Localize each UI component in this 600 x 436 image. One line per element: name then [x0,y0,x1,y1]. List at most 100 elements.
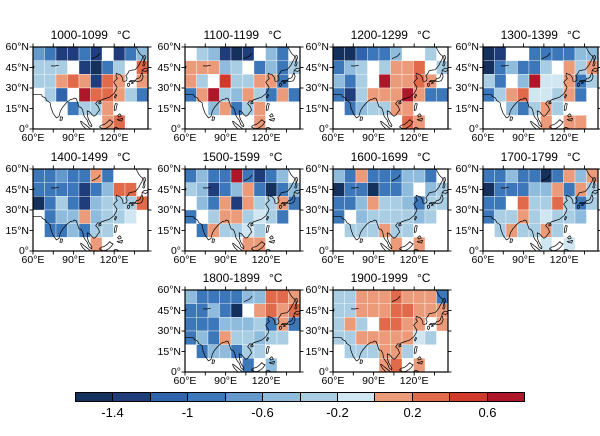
heatmap-cell [230,46,243,61]
heatmap-cell [55,60,68,75]
heatmap-cell [67,196,80,211]
heatmap-cell [528,196,541,211]
heatmap-cell [207,168,220,183]
y-axis-tick-label: 0° [318,366,329,378]
heatmap-cell [540,196,553,211]
heatmap-cell [344,196,357,211]
heatmap-cell [390,209,403,224]
panel-unit-label: °C [116,28,131,42]
heatmap-cell [253,74,266,89]
heatmap-cells [32,168,149,252]
x-axis-tick-label: 90°E [362,254,386,266]
heatmap-cell [113,46,126,61]
heatmap-cell [367,196,380,211]
heatmap-cell [586,60,599,75]
heatmap-cell [367,303,380,318]
heatmap-cell [505,87,518,102]
heatmap-cell [78,209,91,224]
y-axis-tick-label: 15°N [305,345,329,358]
heatmap-cell [184,74,197,89]
heatmap-cell [90,74,103,89]
heatmap-cell [253,209,266,224]
heatmap-cell [424,303,437,318]
heatmap-cell [517,196,530,211]
y-axis-tick-label: 60°N [305,163,329,175]
heatmap-cells [332,168,449,252]
heatmap-cell [563,46,576,61]
heatmap-cell [230,74,243,89]
heatmap-cell [242,358,255,373]
x-axis-tick-label: 120°E [399,132,429,144]
heatmap-cell [32,168,45,183]
heatmap-cell [344,46,357,61]
colorbar-tick-label: -1.4 [101,405,124,420]
heatmap-cell [378,303,391,318]
map-panel-1600-1699 [329,165,452,255]
heatmap-cell [78,46,91,61]
heatmap-cell [196,168,209,183]
heatmap-cells [332,289,449,373]
heatmap-cell [101,87,114,102]
heatmap-cell [390,358,403,373]
x-axis-tick-label: 90°E [214,375,238,387]
colorbar-segment [412,393,451,401]
heatmap-cell [528,60,541,75]
heatmap-cell [55,46,68,61]
heatmap-cell [67,168,80,183]
heatmap-cell [378,101,391,116]
heatmap-cell [517,87,530,102]
panel-unit-label: °C [416,271,431,285]
heatmap-cell [401,74,414,89]
heatmap-cell [253,289,266,304]
heatmap-cell [401,182,414,197]
heatmap-cell [551,101,564,116]
heatmap-cell [586,182,599,197]
heatmap-cell [563,182,576,197]
heatmap-cell [551,87,564,102]
heatmap-cell [230,223,243,238]
colorbar-segment [263,393,301,401]
heatmap-cell [563,168,576,183]
heatmap-cell [78,168,91,183]
heatmap-cell [207,87,220,102]
heatmap-cell [528,223,541,238]
y-axis-tick-label: 30°N [455,82,479,94]
heatmap-cell [574,168,587,183]
heatmap-cell [355,87,368,102]
y-axis-tick-label: 15°N [157,345,181,358]
y-axis-tick-label: 15°N [455,224,479,237]
panel-unit-label: °C [268,28,282,42]
heatmap-cells [184,289,301,373]
y-axis-tick-label: 0° [170,366,181,378]
x-axis-tick-label: 60°E [321,254,345,266]
coastline [483,47,598,129]
x-axis-tick-label: 90°E [362,375,386,387]
heatmap-cell [253,196,266,211]
heatmap-cell [184,289,197,304]
heatmap-cell [78,74,91,89]
colorbar-segment [225,393,264,401]
heatmap-cell [482,196,495,211]
colorbar-segment [300,393,338,401]
panel-unit-label: °C [268,271,283,285]
colorbar-segment [113,393,151,401]
heatmap-cell [230,168,243,183]
x-axis-tick-label: 90°E [214,254,238,266]
heatmap-cell [196,317,209,332]
heatmap-cell [219,46,232,61]
y-axis-tick-label: 15°N [5,224,29,237]
heatmap-cell [207,209,220,224]
heatmap-cell [424,330,437,345]
heatmap-cell [219,60,232,75]
heatmap-cell [574,60,587,75]
heatmap-cell [540,60,553,75]
heatmap-cell [184,317,197,332]
panel-period-label: 1600-1699 [350,150,408,164]
y-axis-tick-label: 30°N [5,82,29,94]
heatmap-cell [124,209,137,224]
heatmap-cell [367,87,380,102]
colorbar-segment [337,393,376,401]
heatmap-cell [242,182,255,197]
y-axis-tick-label: 30°N [157,325,181,337]
heatmap-cell [505,168,518,183]
